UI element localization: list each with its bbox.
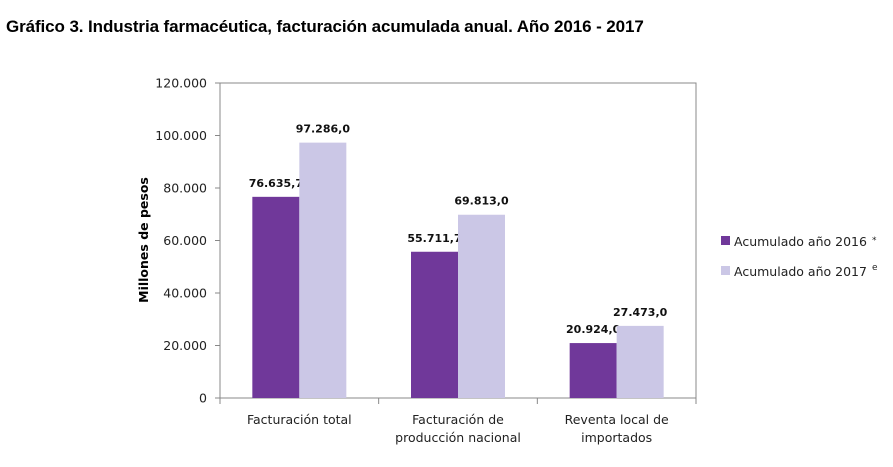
data-label: 69.813,0 xyxy=(454,195,509,208)
data-label: 27.473,0 xyxy=(613,306,668,319)
legend-swatch-2016 xyxy=(721,236,730,245)
data-label: 97.286,0 xyxy=(296,123,351,136)
legend-marker: e xyxy=(872,263,878,273)
bar-2016 xyxy=(569,343,617,398)
legend-marker: * xyxy=(872,236,877,246)
bar-2016 xyxy=(411,251,458,398)
x-category-label: importados xyxy=(581,430,652,445)
x-category-label: producción nacional xyxy=(395,430,521,445)
y-tick-label: 20.000 xyxy=(163,338,207,353)
y-tick-label: 0 xyxy=(199,391,207,406)
legend-label: Acumulado año 2017 xyxy=(734,264,867,279)
chart-title: Gráfico 3. Industria farmacéutica, factu… xyxy=(6,17,644,36)
x-category-label: Facturación de xyxy=(412,412,504,427)
bar-2017 xyxy=(458,214,505,398)
bar-2016 xyxy=(252,196,300,398)
bar-2017 xyxy=(616,325,664,398)
y-tick-label: 100.000 xyxy=(155,128,207,143)
legend-label: Acumulado año 2016 xyxy=(734,234,867,249)
x-category-label: Reventa local de xyxy=(565,412,669,427)
y-tick-label: 80.000 xyxy=(163,181,207,196)
bar-2017 xyxy=(299,142,347,398)
y-tick-label: 120.000 xyxy=(155,76,207,91)
y-tick-label: 40.000 xyxy=(163,286,207,301)
y-axis-label: Millones de pesos xyxy=(136,177,151,303)
legend-swatch-2017 xyxy=(721,266,730,275)
y-tick-label: 60.000 xyxy=(163,233,207,248)
x-category-label: Facturación total xyxy=(247,412,352,427)
data-label: 55.711,7 xyxy=(407,232,461,245)
data-label: 20.924,0 xyxy=(566,323,621,336)
data-label: 76.635,7 xyxy=(249,177,303,190)
